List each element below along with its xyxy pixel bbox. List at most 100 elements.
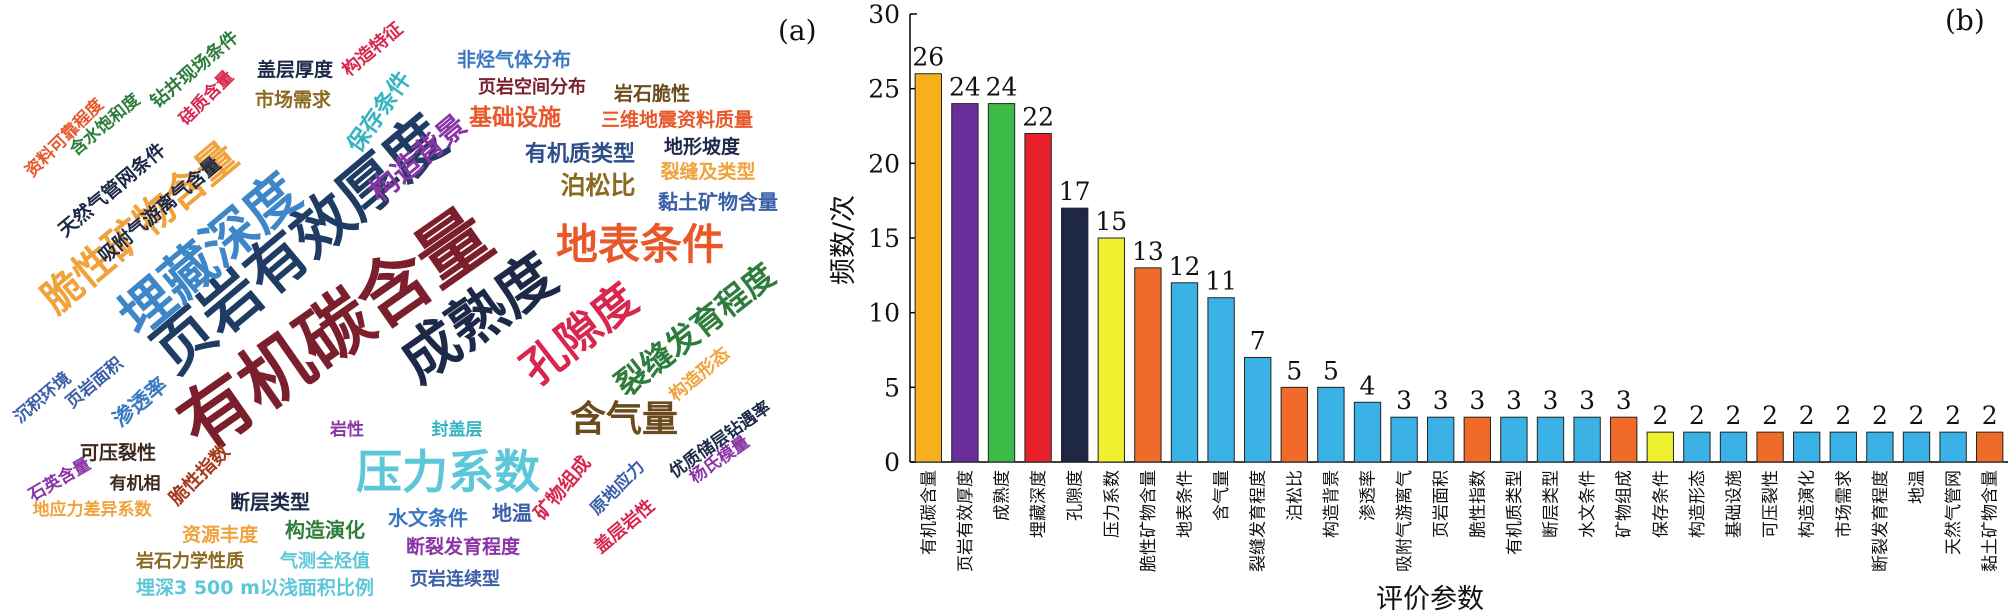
x-tick-label: 页岩面积 bbox=[1432, 470, 1452, 538]
bar bbox=[1536, 416, 1565, 463]
word-cloud-term: 气测全烃值 bbox=[280, 551, 370, 572]
x-axis-title: 评价参数 bbox=[1376, 584, 1484, 615]
bar-value-label: 2 bbox=[1835, 401, 1851, 430]
bar bbox=[1573, 416, 1601, 463]
x-tick-label: 裂缝发育程度 bbox=[1249, 470, 1269, 572]
bar bbox=[1134, 267, 1162, 463]
word-cloud-term: 地应力差异系数 bbox=[32, 499, 152, 520]
x-tick-label: 泊松比 bbox=[1285, 470, 1305, 521]
x-tick-label: 孔隙度 bbox=[1066, 470, 1086, 521]
bar-value-label: 3 bbox=[1616, 386, 1632, 415]
bar-value-label: 3 bbox=[1579, 386, 1595, 415]
bar bbox=[1646, 431, 1674, 463]
word-cloud-term: 页岩空间分布 bbox=[478, 77, 586, 98]
x-tick-label: 含气量 bbox=[1212, 470, 1232, 521]
x-tick-label: 有机质类型 bbox=[1505, 470, 1525, 555]
bar-value-label: 5 bbox=[1323, 356, 1339, 385]
bar bbox=[1683, 431, 1711, 463]
word-cloud-term: 岩石脆性 bbox=[614, 82, 691, 105]
bar bbox=[1390, 416, 1418, 463]
bar-value-label: 22 bbox=[1022, 102, 1054, 131]
bar bbox=[1097, 237, 1125, 463]
bar bbox=[987, 103, 1016, 463]
bar bbox=[1244, 356, 1272, 463]
bar-value-label: 5 bbox=[1286, 356, 1302, 385]
bar-value-label: 7 bbox=[1250, 326, 1266, 355]
bar-value-label: 3 bbox=[1469, 386, 1485, 415]
word-cloud-term: 有机相 bbox=[109, 473, 161, 494]
bar-value-label: 17 bbox=[1059, 177, 1091, 206]
word-cloud-term: 地温 bbox=[492, 501, 532, 525]
bar bbox=[1902, 431, 1931, 463]
y-axis-title: 频数/次 bbox=[830, 195, 859, 285]
x-tick-label: 构造演化 bbox=[1798, 470, 1818, 538]
bar-value-label: 4 bbox=[1360, 371, 1376, 400]
word-cloud-term: 埋深3 500 m以浅面积比例 bbox=[136, 576, 374, 599]
x-tick-label: 构造形态 bbox=[1688, 470, 1708, 538]
word-cloud-term: 断层类型 bbox=[230, 490, 310, 514]
bar bbox=[914, 73, 942, 463]
x-tick-label: 市场需求 bbox=[1834, 470, 1854, 538]
bar-value-label: 3 bbox=[1543, 386, 1559, 415]
word-cloud-term: 含气量 bbox=[570, 399, 679, 440]
bar bbox=[1280, 386, 1308, 463]
x-tick-label: 可压裂性 bbox=[1761, 470, 1781, 538]
panel-label-a: (a) bbox=[778, 14, 817, 47]
x-tick-label: 水文条件 bbox=[1578, 470, 1598, 538]
word-cloud-term: 三维地震资料质量 bbox=[601, 108, 754, 131]
word-cloud-term: 封盖层 bbox=[431, 419, 483, 440]
bar-value-label: 24 bbox=[949, 73, 981, 102]
word-cloud-term: 矿物组成 bbox=[529, 451, 596, 524]
bar bbox=[951, 103, 979, 463]
x-tick-label: 脆性矿物含量 bbox=[1139, 470, 1159, 572]
y-tick-label: 0 bbox=[884, 448, 900, 477]
bar bbox=[1939, 431, 1967, 463]
word-cloud-term: 黏土矿物含量 bbox=[658, 190, 778, 214]
x-tick-label: 吸附气游离气 bbox=[1395, 470, 1415, 572]
word-cloud-term: 岩石力学性质 bbox=[136, 551, 244, 572]
word-cloud-term: 有机质类型 bbox=[525, 142, 636, 167]
bar bbox=[1024, 132, 1052, 463]
bar bbox=[1061, 207, 1089, 463]
bar bbox=[1317, 386, 1345, 463]
word-cloud-term: 压力系数 bbox=[356, 445, 540, 499]
bar-value-label: 2 bbox=[1799, 401, 1815, 430]
y-tick-label: 5 bbox=[884, 373, 900, 402]
x-tick-label: 天然气管网 bbox=[1944, 470, 1964, 555]
bar bbox=[1719, 431, 1748, 463]
bar bbox=[1463, 416, 1491, 463]
bar bbox=[1976, 431, 2004, 463]
x-tick-label: 脆性指数 bbox=[1468, 470, 1488, 538]
x-tick-label: 断裂发育程度 bbox=[1871, 470, 1891, 572]
y-tick-label: 30 bbox=[868, 0, 900, 29]
bar-value-label: 3 bbox=[1396, 386, 1412, 415]
bar bbox=[1829, 431, 1857, 463]
bar bbox=[1170, 282, 1199, 463]
word-cloud-term: 资源丰度 bbox=[182, 523, 259, 546]
bar-value-label: 24 bbox=[986, 73, 1018, 102]
word-cloud-term: 盖层厚度 bbox=[257, 58, 334, 81]
y-tick-label: 15 bbox=[868, 224, 900, 253]
word-cloud-term: 可压裂性 bbox=[80, 441, 157, 464]
bar-value-label: 2 bbox=[1945, 401, 1961, 430]
bar bbox=[1207, 297, 1235, 463]
x-tick-label: 压力系数 bbox=[1102, 470, 1122, 538]
x-tick-label: 地温 bbox=[1908, 470, 1928, 504]
bar-value-label: 13 bbox=[1132, 237, 1164, 266]
x-tick-label: 断层类型 bbox=[1542, 470, 1562, 538]
x-tick-label: 有机碳含量 bbox=[919, 470, 939, 555]
word-cloud-term: 市场需求 bbox=[255, 88, 332, 111]
panel-label-b: (b) bbox=[1945, 4, 1985, 37]
word-cloud-term: 构造演化 bbox=[285, 518, 365, 542]
bar bbox=[1756, 431, 1784, 463]
bar-value-label: 2 bbox=[1872, 401, 1888, 430]
bar bbox=[1353, 401, 1382, 463]
bar-value-label: 12 bbox=[1169, 252, 1201, 281]
bar bbox=[1866, 431, 1894, 463]
word-cloud-term: 泊松比 bbox=[560, 170, 636, 200]
bar-value-label: 2 bbox=[1726, 401, 1742, 430]
bar-value-label: 2 bbox=[1982, 401, 1998, 430]
x-tick-label: 地表条件 bbox=[1176, 470, 1196, 538]
